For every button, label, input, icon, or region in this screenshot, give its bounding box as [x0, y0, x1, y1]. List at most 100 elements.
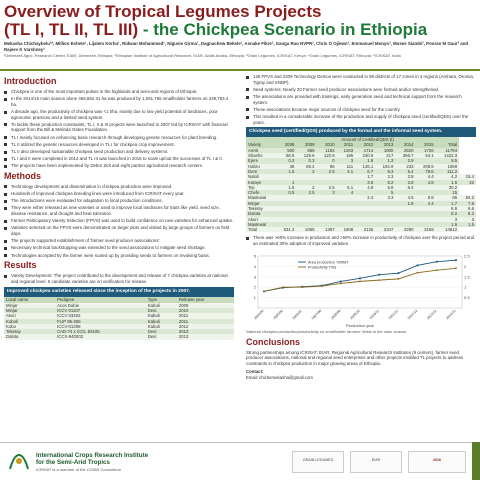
table-row: Teketay 6.6 6.6: [246, 205, 476, 212]
table-cell: [316, 205, 337, 212]
table-cell: 2014: [395, 142, 416, 148]
table-cell: Habru: [246, 163, 277, 169]
table-cell: [415, 184, 436, 191]
data-point-area: [378, 273, 381, 276]
intro-bullet: In the 2014/15 main season alone 458,682…: [4, 96, 234, 107]
table-row: Mastewal 1.5 1.5: [246, 221, 476, 228]
table-cell: [296, 179, 317, 185]
table-cell: Minjar: [4, 307, 56, 314]
y-tick-label-right: 2.5: [464, 253, 470, 258]
table-cell: 4.1: [336, 168, 356, 175]
methods-bullet: The projects supported establishment of …: [4, 238, 234, 244]
table-cell: Minjar: [4, 302, 56, 308]
table-cell: 2159: [415, 227, 436, 233]
table-cell: 54.1: [415, 153, 436, 159]
table-cell: [355, 216, 376, 222]
right-bullet: These associations became major sources …: [246, 107, 476, 113]
table-cell: [415, 205, 436, 212]
table-cell: 3290: [395, 227, 416, 233]
table-cell: [415, 216, 436, 222]
table-cell: 2008: [276, 142, 297, 148]
results-bullet: Variety Development: The project contrib…: [4, 273, 234, 284]
table-cell: [276, 216, 297, 222]
table-cell: 2620: [395, 147, 416, 154]
table-row: Teketay CAD-74 x ICCL 83105 Desi 2013: [4, 329, 234, 335]
table-cell: 3.6: [355, 179, 376, 185]
table-cell: FLIP 95-255: [55, 318, 146, 324]
table-cell: 3: [316, 190, 337, 196]
production-chart-svg: 1 2 3 4 5 0.5 1 1.5 2 2.5 2004/05 2005/06 2006/07 200…: [253, 253, 470, 328]
x-tick-label: 2012/13: [407, 308, 419, 320]
partner-logo-eiar: EIAR: [350, 451, 402, 473]
table-cell: 2009: [176, 302, 234, 308]
table-cell: 500: [276, 147, 297, 154]
table-cell: 3: [459, 216, 476, 222]
table-cell: 3.8: [395, 179, 416, 185]
table-cell: Kutaye: [246, 179, 277, 185]
table-row: Habru 38 69.4 86 111 146.1 194.9 233 208.6 1069: [246, 163, 476, 169]
table-cell: 2012: [176, 323, 234, 330]
intro-bullet: To tackle these production constraints, …: [4, 122, 234, 133]
table-cell: 86: [316, 163, 337, 169]
y-tick-label-left: 4: [254, 264, 257, 269]
right-bullet: The associations are provided with train…: [246, 94, 476, 105]
right-column: 136 FPVS and 2209 Technology Demos were …: [246, 74, 476, 380]
table-cell: Total: [435, 142, 460, 148]
table-cell: 78.6: [415, 168, 436, 175]
table-cell: Dere: [246, 168, 277, 175]
table-cell: 146.1: [355, 163, 376, 169]
table-cell: [276, 195, 297, 201]
table-cell: [336, 200, 356, 206]
table-cell: 38: [276, 163, 297, 169]
author-list: Mekasha Chichaybelu¹*, Million Eshete¹, …: [4, 41, 469, 52]
table-cell: 4.8: [415, 179, 436, 185]
table-cell: 4.5: [395, 195, 416, 201]
table-cell: 2012: [355, 142, 376, 148]
table-row: Dere 1.5 2 2.5 4.1 6.7 9.3 6.4 78.6 111.2: [246, 168, 476, 175]
table-cell: [355, 221, 376, 228]
footer-org-line2: for the Semi-Arid Tropics: [36, 459, 110, 466]
table-cell: Desi: [145, 307, 177, 314]
table-cell: Shasho: [246, 153, 277, 159]
table-cell: 2010: [316, 142, 337, 148]
table-cell: 111: [336, 163, 356, 169]
table-cell: 1: [276, 179, 297, 185]
table-cell: Desi: [145, 329, 177, 335]
contact-block: Contact: Email: chichemekasha@gmail.com: [246, 369, 476, 380]
table-cell: 4.4: [415, 200, 436, 206]
table-row: Dalota 8.2 8.2: [246, 211, 476, 217]
right-bullet: 136 FPVS and 2209 Technology Demos were …: [246, 74, 476, 85]
x-tick-label: 2008/09: [330, 308, 342, 320]
table-cell: [276, 221, 297, 228]
table-cell: 859: [296, 147, 317, 154]
table-cell: 8.8: [415, 195, 436, 201]
conclusions-title: Conclusions: [246, 336, 301, 347]
table-cell: 129.6: [296, 153, 317, 159]
table-header-row: Variety 2008 2009 2010 2011 2012 2013 2014 2015 T…: [246, 142, 476, 148]
table-cell: 6.7: [355, 168, 376, 175]
poster-header: Overview of Tropical Legumes Projects (T…: [0, 0, 480, 72]
table-cell: Akuri: [246, 216, 277, 222]
contact-label: Contact:: [246, 369, 264, 375]
seed-table-title: Chickpea seed (certified/QDS) produced b…: [246, 127, 476, 138]
table-cell: [296, 211, 317, 217]
table-cell: 1192: [316, 147, 337, 154]
table-cell: 14612: [435, 227, 460, 233]
results-bullets: Variety Development: The project contrib…: [4, 273, 234, 284]
table-cell: ICCX-940002: [55, 334, 146, 340]
x-tick-label: 2009/10: [349, 308, 361, 320]
table-cell: [246, 137, 277, 143]
table-row: Chefe 0.5 2.5 3 4 5 15: [246, 190, 476, 196]
table-row: Shasho 88.5 129.6 120.8 186 230.6 217 396.7 54.1…: [246, 153, 476, 159]
partner-logos: GRAIN LEGUMES EIAR 2016: [292, 451, 468, 473]
table-cell: 4.2: [435, 174, 460, 180]
table-row: Minjar Acos Dubie Kabuli 2009: [4, 302, 234, 308]
table-cell: 6.4: [395, 184, 416, 191]
table-cell: 0.3: [296, 158, 317, 164]
table-cell: Minjar: [246, 200, 277, 206]
y-tick-label-right: 1.5: [464, 274, 470, 279]
chart-caption: National chickpea production/productivit…: [246, 328, 408, 334]
title-scenario: - the Chickpea Scenario in Ethiopia: [138, 20, 428, 39]
table-row: Total 631.2 1065 1387 1608 2126 2347 3290 2159 14…: [246, 227, 476, 233]
data-point-productivity: [263, 290, 265, 292]
